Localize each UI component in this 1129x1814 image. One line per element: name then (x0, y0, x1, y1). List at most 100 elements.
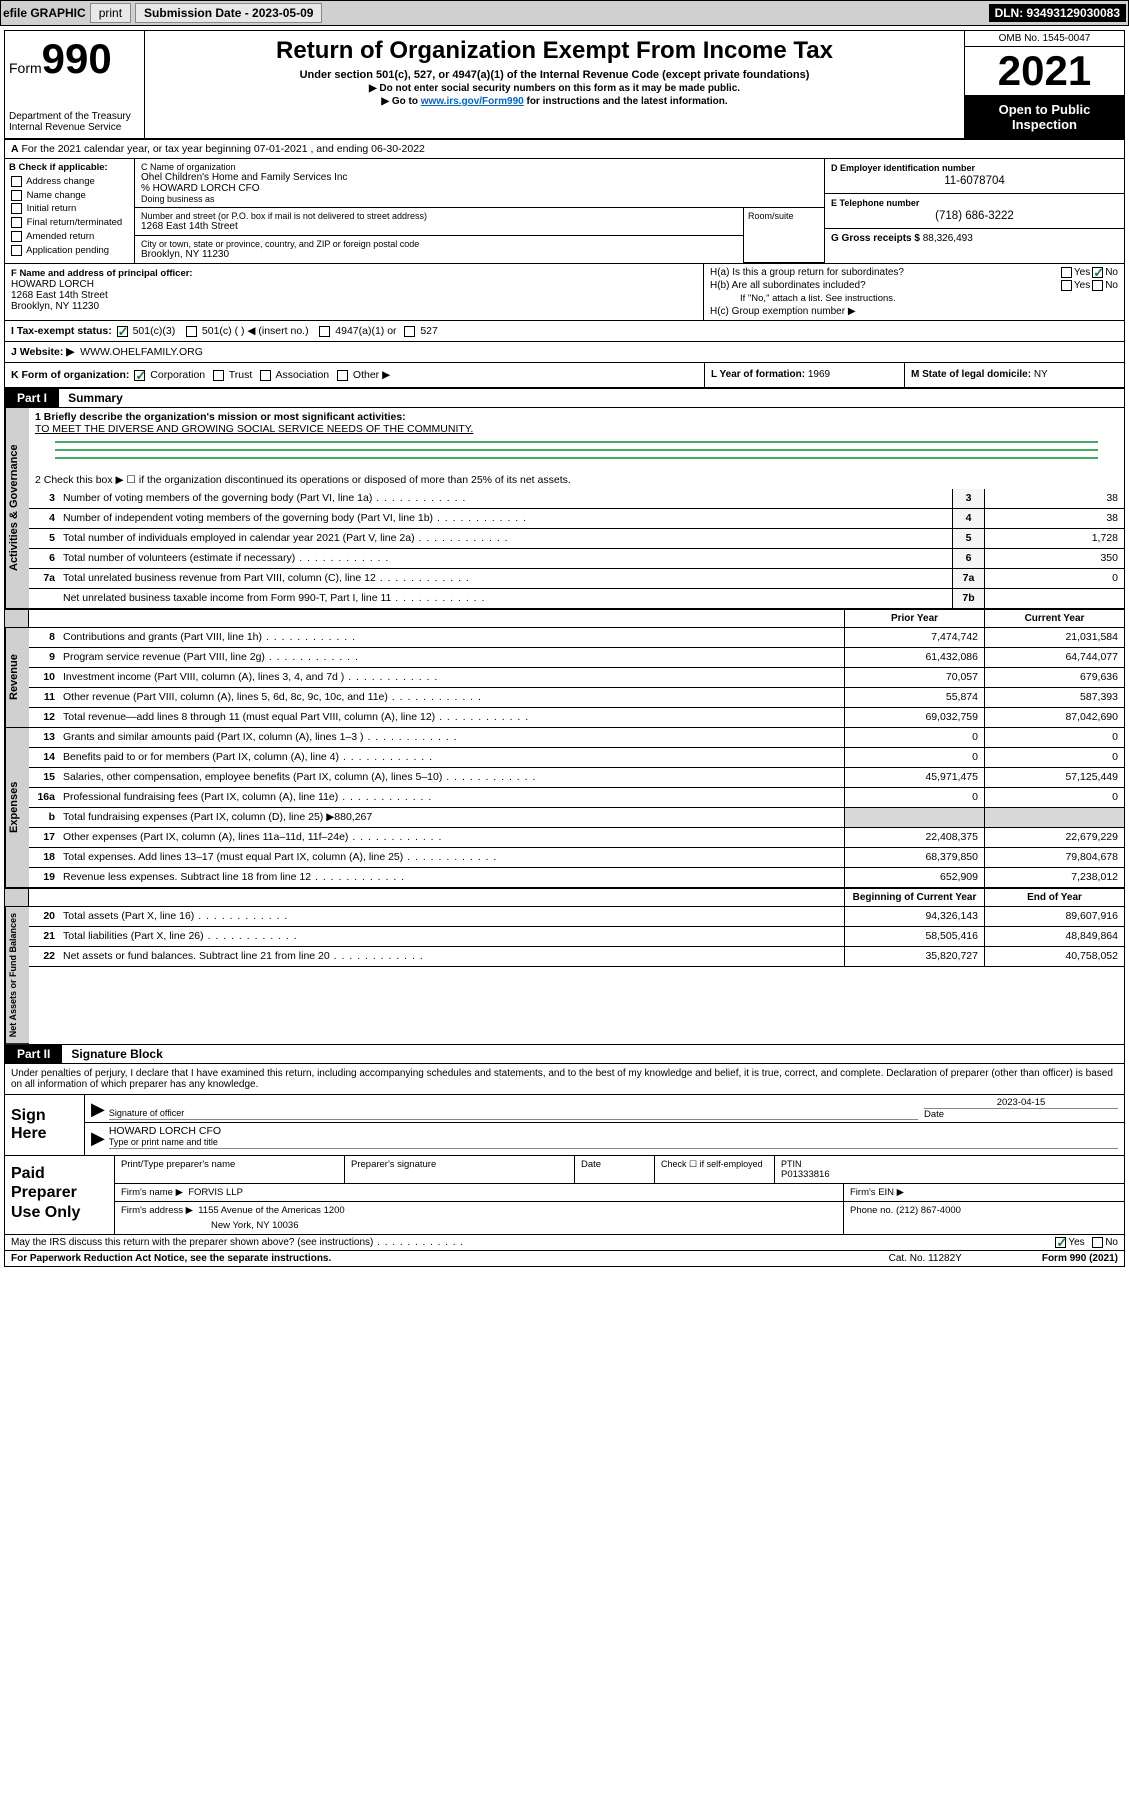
date-label: Date (924, 1109, 944, 1120)
q-curr: 679,636 (984, 668, 1124, 687)
checkbox-checked-icon[interactable] (1092, 267, 1103, 278)
type-label: Type or print name and title (109, 1137, 218, 1147)
checkbox-icon[interactable] (319, 326, 330, 337)
ptin-value: P01333816 (781, 1169, 1118, 1180)
org-name: Ohel Children's Home and Family Services… (141, 172, 818, 183)
part-1-header: Part I Summary (5, 388, 1124, 408)
table-row: 17Other expenses (Part IX, column (A), l… (29, 828, 1124, 848)
q-text: Benefits paid to or for members (Part IX… (59, 748, 844, 767)
q-col-num: 7a (952, 569, 984, 588)
q-num (29, 589, 59, 608)
q-curr: 7,238,012 (984, 868, 1124, 887)
checkbox-icon[interactable] (213, 370, 224, 381)
q-prior: 70,057 (844, 668, 984, 687)
part-2-header: Part II Signature Block (5, 1044, 1124, 1064)
q-text: Net unrelated business taxable income fr… (59, 589, 952, 608)
q-num: 15 (29, 768, 59, 787)
open-public-badge: Open to Public Inspection (965, 96, 1124, 138)
shaded-cell (844, 808, 984, 827)
q-curr: 48,849,864 (984, 927, 1124, 946)
form-title: Return of Organization Exempt From Incom… (151, 37, 958, 65)
q-text: Investment income (Part VIII, column (A)… (59, 668, 844, 687)
sign-body: ▶ Signature of officer 2023-04-15 Date ▶… (85, 1095, 1124, 1155)
checkbox-icon[interactable] (186, 326, 197, 337)
sign-here-label: Sign Here (5, 1095, 85, 1155)
year-formation: 1969 (808, 369, 830, 380)
checkbox-icon[interactable] (11, 190, 22, 201)
may-irs-text: May the IRS discuss this return with the… (11, 1237, 1053, 1248)
checkbox-icon[interactable] (1061, 280, 1072, 291)
officer-city: Brooklyn, NY 11230 (11, 301, 697, 312)
paid-line-3: Firm's address ▶ 1155 Avenue of the Amer… (115, 1202, 1124, 1234)
table-row: 9Program service revenue (Part VIII, lin… (29, 648, 1124, 668)
table-row: Net unrelated business taxable income fr… (29, 589, 1124, 609)
paid-body: Print/Type preparer's name Preparer's si… (115, 1156, 1124, 1234)
q-num: 14 (29, 748, 59, 767)
form-label: Form (9, 60, 42, 76)
ha-text: H(a) Is this a group return for subordin… (710, 267, 1059, 278)
firm-name-cell: Firm's name ▶ FORVIS LLP (115, 1184, 844, 1201)
checkbox-icon[interactable] (11, 217, 22, 228)
care-of: % HOWARD LORCH CFO (141, 183, 818, 194)
m-label: M State of legal domicile: (911, 369, 1031, 380)
firm-ein-label: Firm's EIN ▶ (844, 1184, 1124, 1201)
table-row: 8Contributions and grants (Part VIII, li… (29, 628, 1124, 648)
form-container: Form990 Department of the Treasury Inter… (4, 30, 1125, 1267)
b-item-4: Amended return (9, 230, 130, 244)
rev-section: Revenue 8Contributions and grants (Part … (5, 628, 1124, 728)
form-ref: Form 990 (2021) (1042, 1253, 1118, 1264)
table-row: 5Total number of individuals employed in… (29, 529, 1124, 549)
checkbox-checked-icon[interactable] (1055, 1237, 1066, 1248)
checkbox-checked-icon[interactable] (117, 326, 128, 337)
checkbox-icon[interactable] (1061, 267, 1072, 278)
row-i: I Tax-exempt status: 501(c)(3) 501(c) ( … (5, 321, 1124, 342)
print-button[interactable]: print (90, 3, 131, 23)
d-label: D Employer identification number (831, 163, 1118, 173)
q-num: 21 (29, 927, 59, 946)
checkbox-icon[interactable] (260, 370, 271, 381)
row-fh: F Name and address of principal officer:… (5, 264, 1124, 321)
checkbox-checked-icon[interactable] (134, 370, 145, 381)
q-num: 5 (29, 529, 59, 548)
paperwork-note: For Paperwork Reduction Act Notice, see … (11, 1253, 889, 1264)
checkbox-icon[interactable] (11, 231, 22, 242)
side-exp: Expenses (5, 728, 29, 888)
q1-label: 1 Briefly describe the organization's mi… (35, 411, 406, 423)
col-b: B Check if applicable: Address change Na… (5, 159, 135, 263)
paid-line-1: Print/Type preparer's name Preparer's si… (115, 1156, 1124, 1184)
q-curr: 89,607,916 (984, 907, 1124, 926)
q1-value: TO MEET THE DIVERSE AND GROWING SOCIAL S… (35, 423, 473, 435)
checkbox-icon[interactable] (11, 176, 22, 187)
rev-header: Prior Year Current Year (5, 609, 1124, 628)
part-2-badge: Part II (5, 1045, 62, 1063)
exp-section: Expenses 13Grants and similar amounts pa… (5, 728, 1124, 888)
q-prior: 22,408,375 (844, 828, 984, 847)
row-a-label: A (11, 143, 19, 155)
street-label: Number and street (or P.O. box if mail i… (141, 211, 737, 221)
gross-receipts: 88,326,493 (923, 233, 973, 244)
q-prior: 69,032,759 (844, 708, 984, 727)
checkbox-icon[interactable] (1092, 1237, 1103, 1248)
beg-year-header: Beginning of Current Year (844, 889, 984, 906)
goto-pre: ▶ Go to (381, 96, 420, 107)
dln: DLN: 93493129030083 (989, 4, 1126, 22)
b-item-1: Name change (9, 189, 130, 203)
phone-value: (718) 686-3222 (831, 208, 1118, 224)
checkbox-icon[interactable] (11, 245, 22, 256)
checkbox-icon[interactable] (11, 203, 22, 214)
q-val: 38 (984, 509, 1124, 528)
irs-link[interactable]: www.irs.gov/Form990 (421, 96, 524, 107)
checkbox-icon[interactable] (404, 326, 415, 337)
checkbox-icon[interactable] (1092, 280, 1103, 291)
q-text: Total number of volunteers (estimate if … (59, 549, 952, 568)
q-text: Other expenses (Part IX, column (A), lin… (59, 828, 844, 847)
q-num: 20 (29, 907, 59, 926)
checkbox-icon[interactable] (337, 370, 348, 381)
q-text: Net assets or fund balances. Subtract li… (59, 947, 844, 966)
q-prior: 45,971,475 (844, 768, 984, 787)
q-text: Total expenses. Add lines 13–17 (must eq… (59, 848, 844, 867)
paid-preparer-row: Paid Preparer Use Only Print/Type prepar… (5, 1156, 1124, 1235)
l-label: L Year of formation: (711, 369, 805, 380)
firm-addr-cell: Firm's address ▶ 1155 Avenue of the Amer… (115, 1202, 844, 1234)
g-box: G Gross receipts $ 88,326,493 (825, 229, 1124, 248)
